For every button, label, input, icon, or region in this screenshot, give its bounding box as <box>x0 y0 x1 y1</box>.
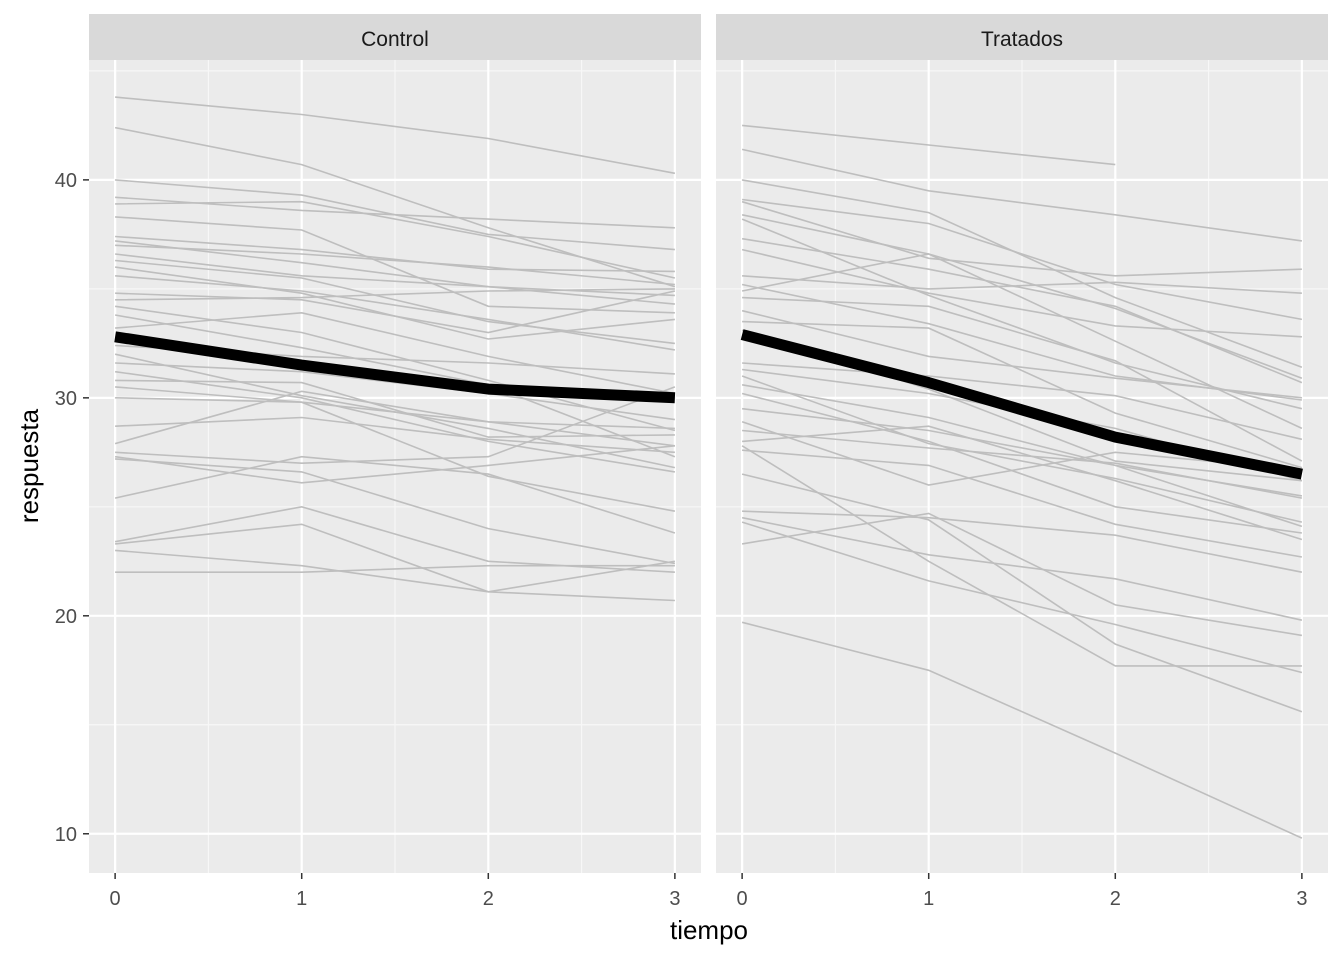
subject-line <box>114 505 675 573</box>
y-tick-label: 10 <box>55 824 77 846</box>
subject-line <box>115 549 675 602</box>
facet-strip <box>89 14 701 60</box>
subject-line <box>115 386 676 465</box>
subject-line <box>741 198 1303 321</box>
subject-line <box>741 248 1302 338</box>
subject-line <box>115 564 675 574</box>
subject-line <box>115 196 675 229</box>
subject-line <box>115 244 675 286</box>
x-tick-label: 1 <box>296 888 307 910</box>
subject-line <box>741 200 1302 277</box>
y-tick-label: 30 <box>55 388 77 410</box>
y-axis: 10 20 30 40 <box>55 170 89 846</box>
subject-line <box>741 516 1303 621</box>
y-tick-label: 40 <box>55 170 77 192</box>
subject-line <box>741 309 1302 399</box>
subject-line <box>115 523 676 593</box>
x-axis-title: tiempo <box>670 915 748 945</box>
subject-line <box>741 253 1303 430</box>
panels-layer: Control 0 1 2 3 Tratados 0 1 2 3 <box>89 14 1328 910</box>
subject-line <box>741 473 1303 713</box>
x-tick-label: 2 <box>483 888 494 910</box>
subject-line <box>115 311 676 395</box>
subject-line <box>115 96 676 175</box>
facet-strip <box>716 14 1328 60</box>
subject-line <box>741 445 1302 667</box>
y-axis-title: respuesta <box>14 408 44 523</box>
subject-line <box>115 275 676 351</box>
subject-line <box>115 288 675 301</box>
panel-control: Control 0 1 2 3 <box>89 14 701 910</box>
panel-tratados: Tratados 0 1 2 3 <box>716 14 1328 910</box>
mean-line <box>740 329 1303 480</box>
subject-line <box>741 521 1303 674</box>
subject-line <box>115 379 675 438</box>
subject-line <box>741 179 1303 369</box>
subject-line <box>741 214 1303 379</box>
subject-line <box>742 296 1303 462</box>
subject-line <box>115 386 675 430</box>
subject-line <box>742 425 1303 541</box>
subject-line <box>742 362 1303 441</box>
subject-line <box>741 218 1303 410</box>
subject-line <box>114 370 676 473</box>
subject-line <box>115 200 676 279</box>
subject-line <box>741 148 1303 242</box>
subject-line <box>114 445 675 484</box>
subject-line <box>742 124 1116 166</box>
subject-line <box>114 314 676 458</box>
subject-line <box>115 397 676 512</box>
subject-line <box>741 512 1303 637</box>
subject-line <box>115 216 675 314</box>
x-tick-label: 0 <box>110 888 121 910</box>
x-tick-label: 3 <box>669 888 680 910</box>
subject-line <box>741 237 1303 384</box>
subject-line <box>742 510 1303 573</box>
x-tick-label: 3 <box>1296 888 1307 910</box>
subject-line <box>115 290 676 334</box>
facet-label: Control <box>361 28 429 51</box>
subject-line <box>742 407 1303 528</box>
y-tick-label: 20 <box>55 606 77 628</box>
x-tick-label: 0 <box>737 888 748 910</box>
x-tick-label: 1 <box>923 888 934 910</box>
subject-line <box>742 449 1303 558</box>
x-tick-label: 2 <box>1110 888 1121 910</box>
subject-line <box>741 392 1303 534</box>
facet-label: Tratados <box>981 28 1063 51</box>
subject-line <box>114 390 676 447</box>
subject-line <box>741 375 1303 523</box>
subject-line <box>114 305 676 432</box>
subject-line <box>115 416 675 454</box>
subject-line <box>115 235 675 273</box>
subject-line <box>741 621 1303 839</box>
subject-line <box>742 275 1302 294</box>
subject-line <box>115 240 675 305</box>
subject-line <box>115 259 675 345</box>
subject-line <box>742 429 1303 499</box>
mean-line <box>114 331 676 404</box>
subject-line <box>115 253 675 297</box>
subject-line <box>115 458 676 565</box>
subject-line <box>114 455 676 534</box>
subject-line <box>742 320 1303 469</box>
